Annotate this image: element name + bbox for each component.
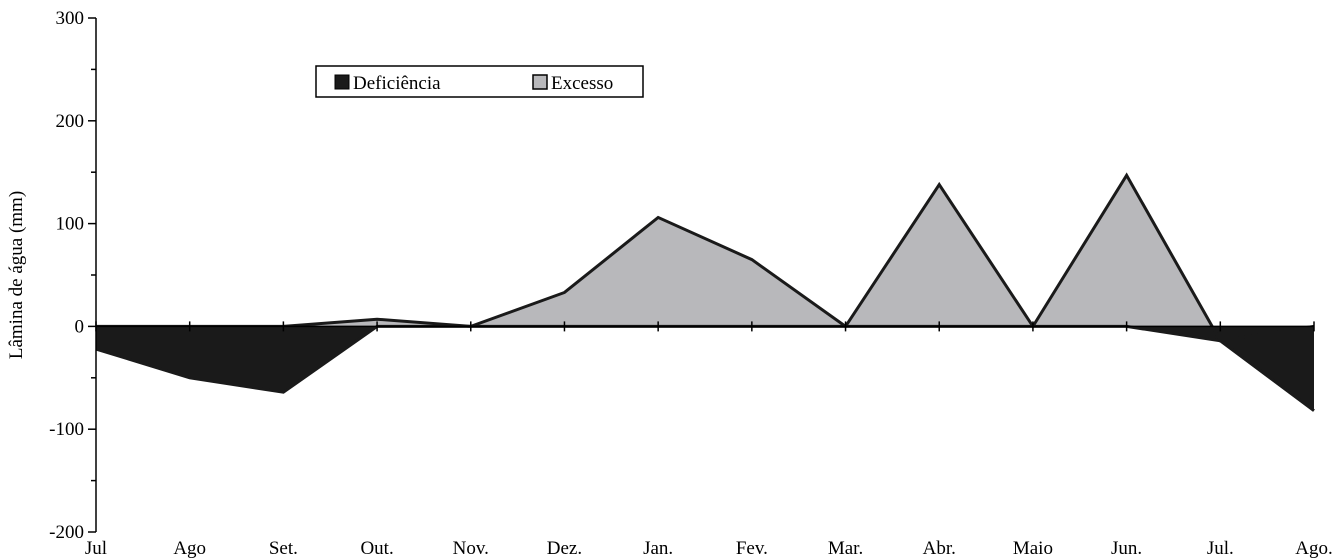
x-tick-label: Set. — [269, 538, 298, 558]
series-line-excesso — [96, 172, 1315, 343]
x-tick-label: Dez. — [547, 538, 582, 558]
y-axis: 300 200 100 0 -100 -200 — [49, 8, 97, 543]
x-tick-label: Jul. — [1207, 538, 1234, 558]
series-area-excesso — [96, 175, 1314, 341]
y-tick-label: -200 — [49, 522, 84, 543]
legend-label-deficiencia: Deficiência — [353, 73, 441, 94]
x-tick-label: Mar. — [828, 538, 863, 558]
legend: Deficiência Excesso — [315, 65, 644, 98]
legend-swatch-deficiencia — [334, 74, 350, 90]
y-tick-label: 0 — [75, 316, 85, 337]
x-tick-label: Jan. — [643, 538, 673, 558]
legend-label-excesso: Excesso — [551, 73, 613, 94]
x-tick-label: Jun. — [1111, 538, 1142, 558]
x-tick-label: Nov. — [453, 538, 489, 558]
y-tick-label: 100 — [56, 214, 85, 235]
y-tick-label: 200 — [56, 111, 85, 132]
x-tick-label: Maio — [1013, 538, 1053, 558]
legend-box — [315, 65, 644, 98]
legend-swatch-excesso — [532, 74, 548, 90]
x-axis: Jul Ago Set. Out. Nov. Dez. Jan. Fev. Mar. Abr. Ma… — [85, 321, 1333, 558]
x-tick-label: Fev. — [736, 538, 768, 558]
x-tick-label: Ago — [173, 538, 206, 558]
x-tick-label: Ago. — [1295, 538, 1332, 558]
x-tick-label: Out. — [360, 538, 393, 558]
plot-layer — [95, 172, 1315, 412]
y-axis-title: Lâmina de água (mm) — [6, 191, 27, 359]
x-tick-label: Abr. — [923, 538, 956, 558]
series-area-deficiencia — [96, 326, 1314, 411]
x-tick-label: Jul — [85, 538, 107, 558]
y-tick-label: 300 — [56, 8, 85, 29]
y-tick-label: -100 — [49, 419, 84, 440]
